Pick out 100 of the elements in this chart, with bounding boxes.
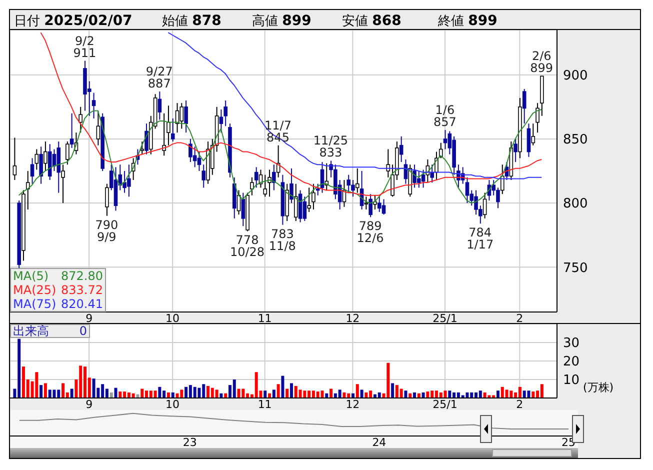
candlestick [382,198,386,216]
bar [254,372,258,398]
bar [35,372,38,398]
annotation: 9/2 911 [73,34,96,60]
candlestick [140,141,144,155]
candlestick [78,106,82,134]
x-tick-label: 9 [86,398,93,411]
candlestick [34,148,39,170]
bar [391,383,394,398]
bar [237,388,240,398]
bar [290,383,293,398]
bar [422,392,425,398]
bar [488,395,491,398]
bar [110,392,113,398]
candlestick [302,196,307,222]
bar [466,392,469,398]
x-tick-label: 11 [258,398,272,411]
candlestick [144,123,148,155]
candlestick [399,136,404,163]
bar [444,390,447,398]
x-tick-label: 11 [258,312,272,325]
bar [184,386,188,398]
bar [215,390,218,398]
x-tick-label: 2 [516,398,524,411]
candlestick [219,108,224,134]
candlestick [184,100,188,134]
candlestick [514,138,518,163]
bar [400,388,403,398]
bar [510,390,513,398]
bar [193,386,196,398]
bar [356,384,359,398]
bar [338,390,342,398]
annotation: 2/6 899 [530,49,554,76]
bar [92,378,96,398]
bar [118,392,122,398]
candlestick [39,146,43,184]
y-tick-label: 850 [563,132,588,148]
y-tick-label: 10 [563,373,580,388]
candlestick [294,183,298,222]
bar [44,383,47,398]
candlestick [12,137,17,180]
bar [527,390,530,398]
annotation: 789 12/6 [356,219,384,246]
x-tick-label: 9 [86,312,93,325]
candlestick [70,112,74,148]
x-tick-label: 24 [372,436,386,449]
candlestick [430,164,434,184]
bar [413,392,416,398]
bar [180,390,184,398]
annotation: 0 [79,324,87,338]
bar [281,376,284,398]
bar [242,388,245,398]
bar [272,390,276,398]
candlestick [272,164,276,191]
text: MA(25) 833.72 [13,283,103,297]
x-tick-label: 25/1 [432,312,458,325]
bar [386,362,390,398]
annotation: 9/27 887 [146,64,173,91]
x-tick-label: 12 [346,398,360,411]
text: 日付 2025/02/07 [14,12,132,30]
candlestick [268,169,272,198]
annotation: 11/25 833 [313,134,348,160]
bar [166,392,170,398]
bar [532,392,535,398]
x-tick-label: 23 [182,436,197,449]
x-tick-label: 25/1 [432,398,458,411]
bar [158,386,162,398]
bar [360,390,364,398]
bar [48,390,52,398]
candlestick [188,138,192,163]
bar [496,390,500,398]
bar [232,380,236,398]
annotation: 778 10/28 [230,233,265,260]
bar [483,392,486,398]
candlestick [482,192,487,219]
candlestick [526,123,531,158]
bar [40,385,43,398]
bar [316,392,320,398]
text: 安値 868 [342,12,402,30]
bar [276,384,280,398]
bar [320,390,324,398]
candlestick [443,129,448,150]
bar [518,386,522,398]
candlestick [66,141,70,166]
text: 始値 878 [162,12,222,30]
bar [286,388,289,398]
candlestick [263,174,268,198]
bar [505,390,508,398]
bar [154,390,157,398]
x-tick-label: 12 [346,312,360,325]
annotation: 790 9/9 [95,218,118,244]
bar [171,392,174,398]
bar [52,390,56,398]
text: 高値 899 [252,12,312,30]
candlestick [224,100,228,127]
annotation: 783 11/8 [268,226,296,253]
candlestick [438,142,443,159]
candlestick [61,164,65,204]
bar [364,392,368,398]
bar [298,390,302,398]
